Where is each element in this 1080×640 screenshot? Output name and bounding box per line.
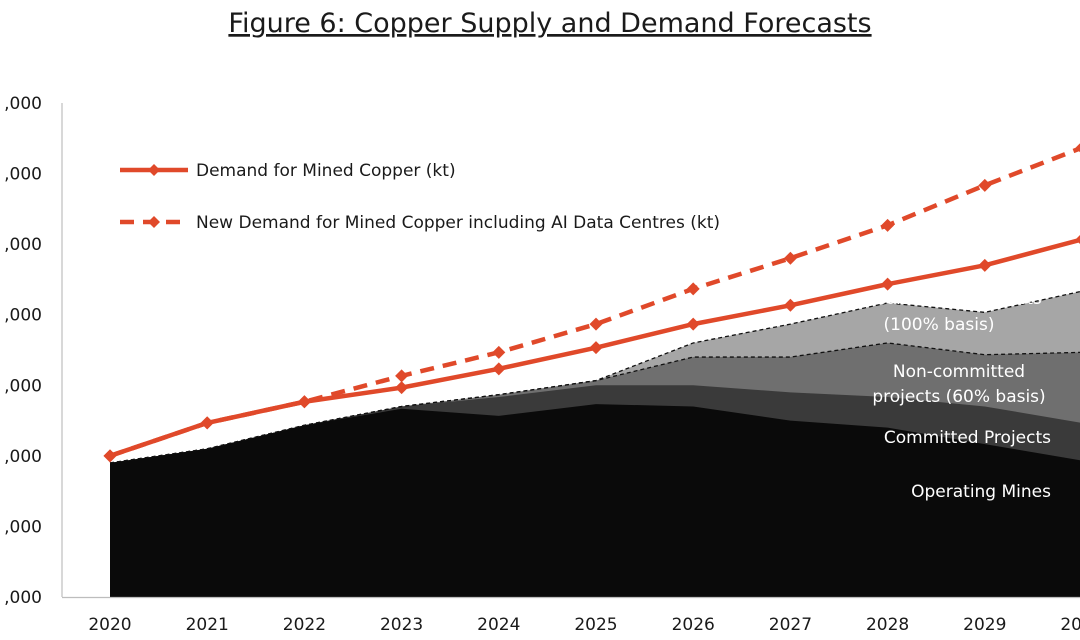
x-tick-label: 2027 [769,615,812,635]
marker-demand-for-mined-copper-kt [881,277,895,291]
marker-new-demand-for-mined-copper-including-ai-data-centres-kt [783,251,797,265]
line-new-demand-for-mined-copper-including-ai-data-centres-kt [109,146,1080,458]
area-operating-mines [110,404,1080,597]
marker-new-demand-for-mined-copper-including-ai-data-centres-kt [978,178,992,192]
legend-label-new-demand-for-mined-copper-including-ai-data-centres-kt: New Demand for Mined Copper including AI… [196,213,720,233]
legend-marker [148,216,160,228]
y-tick-label: ,000 [4,306,42,326]
chart-title: Figure 6: Copper Supply and Demand Forec… [228,8,871,39]
supply-areas [109,290,1080,597]
y-tick-label: ,000 [4,165,42,185]
area-label-non-committed-projects-100-basis: (100% basis) [884,315,995,335]
legend-marker [148,164,160,176]
legend: Demand for Mined Copper (kt) New Demand f… [120,161,720,233]
marker-demand-for-mined-copper-kt [589,341,603,355]
marker-new-demand-for-mined-copper-including-ai-data-centres-kt [297,395,311,409]
area-label-non-committed-projects-60-basis: Non-committed [893,362,1025,382]
area-label-committed-projects: Committed Projects [884,428,1051,448]
y-tick-label: ,000 [4,447,42,467]
area-outline-non-committed-projects-100-basis [109,290,1080,464]
marker-new-demand-for-mined-copper-including-ai-data-centres-kt [589,317,603,331]
x-tick-label: 2023 [380,615,423,635]
x-tick-label: 2024 [477,615,520,635]
x-tick-label: 2029 [963,615,1006,635]
marker-demand-for-mined-copper-kt [783,298,797,312]
x-tick-label: 2022 [283,615,326,635]
y-tick-label: ,000 [4,517,42,537]
marker-new-demand-for-mined-copper-including-ai-data-centres-kt [686,282,700,296]
area-label-non-committed-projects-60-basis: projects (60% basis) [872,387,1045,407]
marker-demand-for-mined-copper-kt [1075,234,1080,244]
marker-new-demand-for-mined-copper-including-ai-data-centres-kt [395,369,409,383]
marker-new-demand-for-mined-copper-including-ai-data-centres-kt [492,345,506,359]
y-tick-label: ,000 [4,94,42,114]
x-tick-label: 2030 [1060,615,1080,635]
area-label-non-committed-projects-100-basis: Non-committed projects [836,289,1042,309]
y-tick-label: ,000 [4,376,42,396]
demand-lines [103,143,1080,463]
marker-new-demand-for-mined-copper-including-ai-data-centres-kt [881,218,895,232]
marker-demand-for-mined-copper-kt [978,258,992,272]
marker-new-demand-for-mined-copper-including-ai-data-centres-kt [200,416,214,430]
marker-new-demand-for-mined-copper-including-ai-data-centres-kt [103,449,117,463]
marker-demand-for-mined-copper-kt [686,317,700,331]
marker-demand-for-mined-copper-kt [492,362,506,376]
x-tick-label: 2021 [186,615,229,635]
supply-area-labels: Operating Mines Committed Projects Non-com… [836,289,1051,502]
marker-new-demand-for-mined-copper-including-ai-data-centres-kt [1075,143,1080,153]
y-tick-label: ,000 [4,588,42,608]
x-tick-label: 2028 [866,615,909,635]
x-tick-label: 2026 [672,615,715,635]
legend-label-demand-for-mined-copper-kt: Demand for Mined Copper (kt) [196,161,456,181]
x-tick-label: 2025 [574,615,617,635]
axes: ,000 ,000 ,000 ,000 ,000 ,000 ,000 ,000 2020 2021… [4,94,1080,635]
y-tick-label: ,000 [4,235,42,255]
marker-demand-for-mined-copper-kt [395,381,409,395]
area-label-operating-mines: Operating Mines [911,482,1051,502]
x-tick-label: 2020 [88,615,131,635]
